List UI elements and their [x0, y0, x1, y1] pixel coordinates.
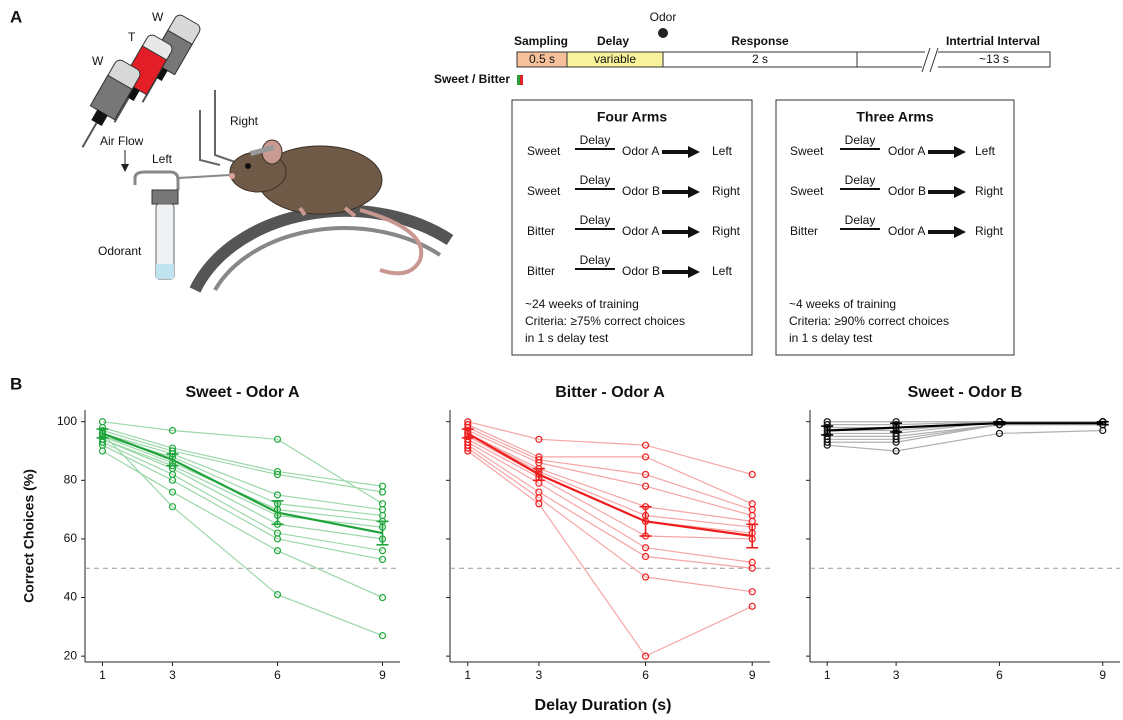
y-tick-label: 80 [64, 472, 78, 486]
odorant-label: Odorant [98, 244, 142, 258]
phase-label: Delay [597, 34, 629, 48]
rule-odor: Odor B [888, 184, 926, 198]
duration-label: 2 s [752, 52, 768, 66]
duration-label: variable [594, 52, 636, 66]
odor-label: Odor [650, 10, 677, 24]
individual-line [468, 451, 752, 656]
individual-line [103, 442, 383, 550]
rule-arrow [662, 226, 700, 238]
rule-odor: Odor B [622, 184, 660, 198]
chart-title: Bitter - Odor A [555, 384, 665, 401]
panel-label: B [10, 374, 22, 393]
duration-label: ~13 s [979, 52, 1009, 66]
rule-odor: Odor A [888, 144, 925, 158]
rule-cue: Bitter [527, 224, 555, 238]
x-tick-label: 3 [536, 668, 543, 682]
rule-delay: Delay [845, 213, 876, 227]
rule-delay: Delay [580, 213, 611, 227]
rule-delay: Delay [580, 173, 611, 187]
chart-title: Sweet - Odor A [185, 384, 300, 401]
rule-delay: Delay [845, 173, 876, 187]
rule-delay: Delay [580, 253, 611, 267]
individual-point [749, 507, 755, 513]
bottle-label: W [92, 54, 104, 68]
panel-label: A [10, 7, 22, 26]
rule-delay: Delay [580, 133, 611, 147]
rule-direction: Left [712, 144, 733, 158]
individual-line [103, 433, 383, 509]
phase-label: Sampling [514, 34, 568, 48]
phase-label: Intertrial Interval [946, 34, 1040, 48]
x-tick-label: 6 [642, 668, 649, 682]
training-note: ~24 weeks of training [525, 297, 639, 311]
individual-line [103, 422, 383, 504]
duration-label: 0.5 s [529, 52, 555, 66]
cue-label: Sweet / Bitter [434, 72, 510, 86]
individual-line [468, 425, 752, 504]
rule-cue: Sweet [790, 184, 824, 198]
training-note: Criteria: ≥90% correct choices [789, 314, 949, 328]
rule-arrow [928, 186, 966, 198]
rule-direction: Right [712, 224, 741, 238]
rule-odor: Odor A [622, 224, 659, 238]
x-tick-label: 6 [274, 668, 281, 682]
rule-cue: Sweet [527, 144, 561, 158]
x-axis-label: Delay Duration (s) [535, 697, 672, 714]
rule-cue: Bitter [790, 224, 818, 238]
rule-direction: Left [975, 144, 996, 158]
figure: A [0, 0, 1123, 720]
rule-odor: Odor A [888, 224, 925, 238]
rule-arrow [662, 146, 700, 158]
chart-title: Sweet - Odor B [908, 384, 1023, 401]
right-label: Right [230, 114, 259, 128]
rule-arrow [662, 266, 700, 278]
bottle-label: W [152, 10, 164, 24]
rule-arrow [928, 146, 966, 158]
x-tick-label: 1 [464, 668, 471, 682]
rule-delay: Delay [845, 133, 876, 147]
y-tick-label: 20 [64, 648, 78, 662]
rule-arrow [928, 226, 966, 238]
y-axis-label: Correct Choices (%) [21, 469, 37, 603]
rule-odor: Odor B [622, 264, 660, 278]
bottle-label: T [128, 30, 136, 44]
rule-direction: Left [712, 264, 733, 278]
training-note: ~4 weeks of training [789, 297, 896, 311]
training-note: in 1 s delay test [789, 331, 873, 345]
x-tick-label: 1 [824, 668, 831, 682]
individual-line [468, 428, 752, 510]
y-tick-label: 60 [64, 531, 78, 545]
rule-arrow [662, 186, 700, 198]
x-tick-label: 6 [996, 668, 1003, 682]
x-tick-label: 9 [379, 668, 386, 682]
box-title: Four Arms [597, 109, 667, 125]
rule-odor: Odor A [622, 144, 659, 158]
rule-cue: Bitter [527, 264, 555, 278]
individual-line [103, 445, 383, 559]
air-flow-label: Air Flow [100, 134, 144, 148]
y-tick-label: 40 [64, 590, 78, 604]
box-title: Three Arms [856, 109, 934, 125]
x-tick-label: 1 [99, 668, 106, 682]
rule-direction: Right [975, 224, 1004, 238]
rule-cue: Sweet [790, 144, 824, 158]
x-tick-label: 9 [1099, 668, 1106, 682]
training-note: in 1 s delay test [525, 331, 609, 345]
mean-line [103, 433, 383, 533]
phase-label: Response [731, 34, 789, 48]
rule-direction: Right [712, 184, 741, 198]
left-label: Left [152, 152, 173, 166]
x-tick-label: 9 [749, 668, 756, 682]
rule-cue: Sweet [527, 184, 561, 198]
x-tick-label: 3 [169, 668, 176, 682]
training-note: Criteria: ≥75% correct choices [525, 314, 685, 328]
x-tick-label: 3 [893, 668, 900, 682]
individual-line [468, 442, 752, 562]
rule-direction: Right [975, 184, 1004, 198]
y-tick-label: 100 [57, 414, 77, 428]
